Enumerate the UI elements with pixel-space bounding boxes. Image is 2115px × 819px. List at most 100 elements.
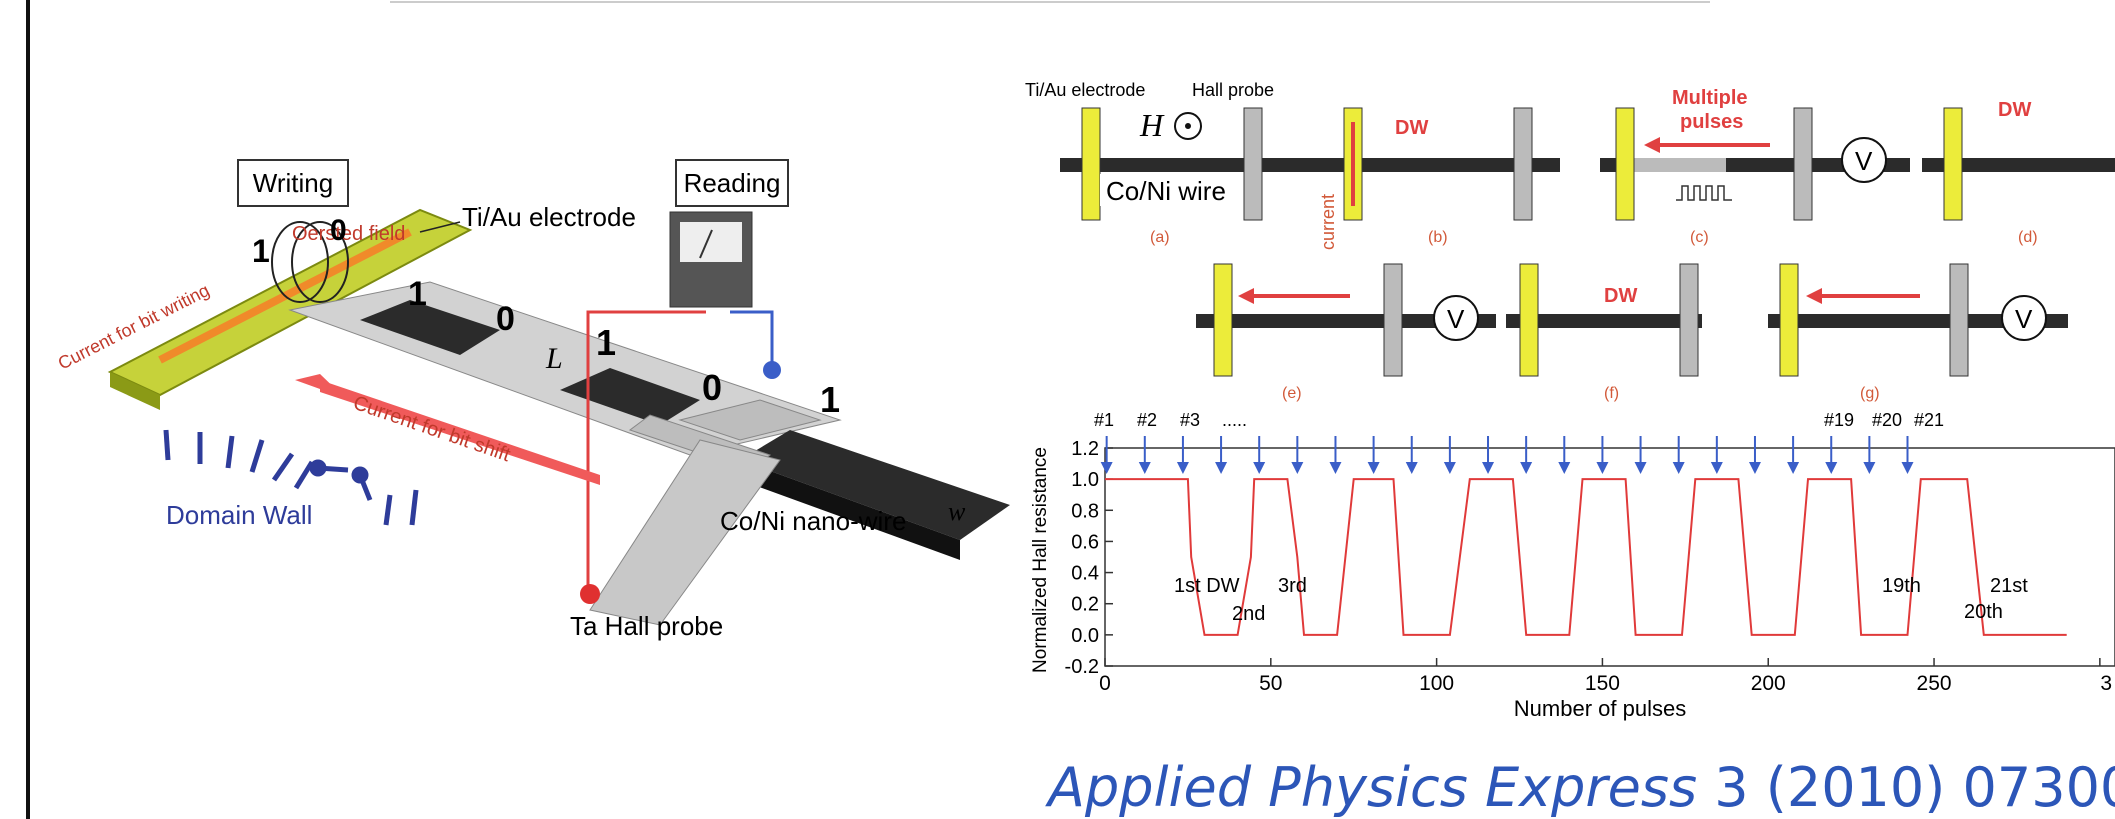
y-tick-label: 0.4 [1071, 563, 1099, 585]
dw-label-f: DW [1604, 285, 1637, 307]
hall-probe-label: Ta Hall probe [570, 611, 723, 641]
current-label: current [1318, 194, 1338, 250]
bit-5: 1 [596, 322, 616, 363]
electrode-d [1943, 107, 1963, 221]
citation-journal: Applied Physics Express [1048, 756, 1698, 819]
electrode-e [1213, 263, 1233, 377]
y-tick-label: 0.2 [1071, 594, 1099, 616]
y-tick-label: -0.2 [1065, 656, 1099, 678]
coil-loop-1 [271, 221, 329, 303]
pulse-marker-head [1176, 462, 1189, 474]
wire-f [1506, 314, 1702, 328]
wire-label: Co/Ni wire [1106, 176, 1226, 206]
panel-b-label: (b) [1428, 229, 1448, 246]
x-tick-label: 250 [1917, 672, 1952, 695]
y-tick-label: 0.0 [1071, 625, 1099, 647]
pulse-marker-head [1405, 462, 1418, 474]
pulse-marker-head [1367, 462, 1380, 474]
probe-e [1383, 263, 1403, 377]
x-tick-label: 3 [2100, 672, 2112, 695]
hall-probe-top-label: Hall probe [1192, 80, 1274, 100]
pulse-label-2: #2 [1137, 410, 1157, 430]
pulse-label-19: #19 [1824, 410, 1854, 430]
bit-segment-3 [740, 430, 1010, 540]
electrode-side [110, 372, 160, 410]
wire-d [1922, 158, 2115, 172]
panel-c-label: (c) [1690, 229, 1709, 246]
pulse-marker-head [1520, 462, 1533, 474]
pulse-marker-head [1291, 462, 1304, 474]
field-out-icon [1174, 112, 1202, 140]
shift-current-arrow [320, 380, 600, 485]
voltmeter-c-icon [1841, 137, 1887, 183]
electrode-c [1615, 107, 1635, 221]
blue-wire [730, 310, 774, 370]
domain-wall-label: Domain Wall [166, 500, 312, 530]
pulse-marker-head [1215, 462, 1228, 474]
wire-c-light [1616, 158, 1726, 172]
bit-4: 0 [496, 300, 515, 338]
pulse-marker-head [1787, 462, 1800, 474]
annotation-3rd: 3rd [1278, 575, 1307, 597]
y-tick-label: 1.2 [1071, 438, 1099, 460]
y-tick-label: 1.0 [1071, 469, 1099, 491]
citation-reference: 3 (2010) 073004. [1714, 756, 2115, 819]
pulse-arrowhead-e [1238, 288, 1254, 304]
x-axis-label: Number of pulses [1514, 696, 1686, 721]
axis-ticks [1104, 447, 2101, 667]
pulse-arrowhead-c [1644, 137, 1660, 153]
pulse-marker-head [1482, 462, 1495, 474]
pulses-label: pulses [1680, 111, 1743, 133]
writing-box [237, 159, 349, 207]
coil-loop-2 [291, 221, 349, 303]
writing-label: Writing [253, 168, 333, 198]
probe-f [1679, 263, 1699, 377]
annotation-1st-dw: 1st DW [1174, 575, 1240, 597]
wire-b [1330, 158, 1560, 172]
voltmeter-g-icon [2001, 295, 2047, 341]
red-contact [580, 584, 600, 604]
wire-g [1768, 314, 2068, 328]
panel-e-label: (e) [1282, 385, 1302, 402]
pulse-marker-head [1100, 462, 1113, 474]
dw-label-b: DW [1395, 117, 1428, 139]
voltmeter-e-symbol: V [1447, 304, 1465, 334]
pulse-label-21: #21 [1914, 410, 1944, 430]
series-line [1105, 478, 2067, 636]
bit-1: 1 [252, 233, 270, 269]
voltmeter-e-icon [1433, 295, 1479, 341]
x-tick-label: 150 [1585, 672, 1620, 695]
voltmeter-g-symbol: V [2015, 304, 2033, 334]
electrode-f [1519, 263, 1539, 377]
probe-a [1243, 107, 1263, 221]
pulse-marker-head [1138, 462, 1151, 474]
wire-label-bg [1100, 174, 1234, 206]
right-figure-panels: Ti/Au electrode Hall probe H Co/Ni wire … [1025, 80, 2115, 402]
pulse-marker-head [1672, 462, 1685, 474]
y-tick-label: 0.6 [1071, 531, 1099, 553]
shift-current-arrowhead [295, 374, 345, 398]
length-symbol: L [545, 342, 563, 375]
y-axis-label: Normalized Hall resistance [1030, 447, 1051, 673]
pulse-markers [1100, 436, 1914, 474]
pulse-marker-head [1329, 462, 1342, 474]
probe-g [1949, 263, 1969, 377]
x-tick-label: 200 [1751, 672, 1786, 695]
panel-f-label: (f) [1604, 385, 1619, 402]
annotation-19th: 19th [1882, 575, 1921, 597]
bit-3: 1 [408, 275, 427, 313]
tick-labels: -0.2 0.0 0.2 0.4 0.6 0.8 1.0 1.2 0 50 100 150 200 250… [1065, 438, 2112, 695]
citation: Applied Physics Express 3 (2010) 073004. [1048, 756, 2115, 819]
reading-box [675, 159, 789, 207]
oersted-field-label: Oersted field [292, 223, 405, 245]
y-tick-label: 0.8 [1071, 500, 1099, 522]
bit-segment-2 [560, 368, 700, 425]
pulse-marker-head [1710, 462, 1723, 474]
field-symbol: H [1139, 107, 1165, 143]
hall-resistance-chart: -0.2 0.0 0.2 0.4 0.6 0.8 1.0 1.2 0 50 100 150 200 250… [1030, 410, 2115, 721]
dw-label-d: DW [1998, 99, 2031, 121]
electrode-leader [419, 221, 461, 233]
electrode-g [1779, 263, 1799, 377]
probe-c [1793, 107, 1813, 221]
